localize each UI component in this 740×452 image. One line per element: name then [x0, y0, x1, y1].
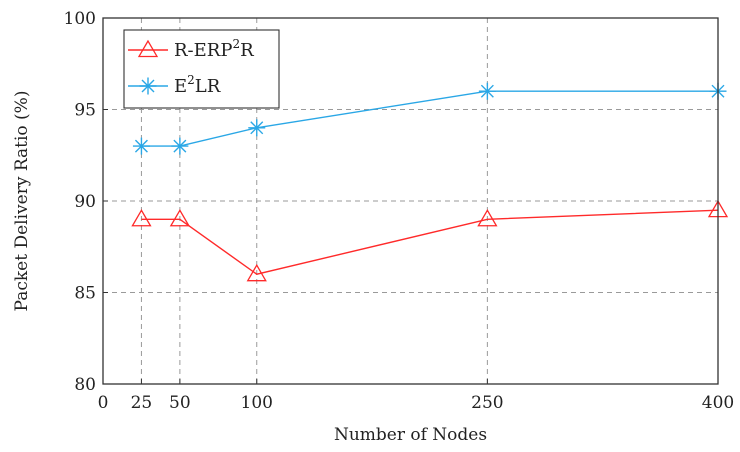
legend-label-base: E — [174, 76, 187, 97]
grid — [103, 18, 718, 384]
x-axis-label: Number of Nodes — [334, 425, 487, 445]
series-layer — [131, 82, 729, 282]
legend-label-base: R-ERP — [174, 40, 232, 61]
data-point-triangle — [477, 209, 498, 227]
series-line — [141, 209, 719, 275]
y-axis-label: Packet Delivery Ratio (%) — [12, 91, 32, 312]
legend-marker-asterisk — [139, 77, 157, 95]
x-tick-label: 250 — [471, 393, 503, 413]
y-tick-label: 90 — [74, 192, 96, 212]
legend-label: E2LR — [174, 73, 221, 97]
series-1 — [131, 199, 729, 282]
legend-marker-triangle — [137, 39, 159, 58]
data-point-triangle — [169, 209, 191, 227]
y-tick-label: 100 — [64, 9, 96, 29]
legend-entry: E2LR — [128, 73, 221, 97]
legend-label-sup: 2 — [232, 37, 240, 51]
x-tick-label: 400 — [702, 393, 734, 413]
y-tick-label: 85 — [74, 284, 96, 304]
data-point-asterisk — [132, 137, 150, 155]
x-tick-labels: 0 25 50 100 250 400 — [98, 379, 734, 413]
data-point-asterisk — [248, 119, 266, 137]
y-tick-labels: 80 85 90 95 100 — [64, 9, 108, 395]
data-point-asterisk — [478, 82, 496, 100]
x-tick-label: 0 — [98, 393, 109, 413]
legend-label-tail: R — [240, 40, 254, 61]
y-tick-label: 95 — [74, 101, 96, 121]
x-tick-label: 100 — [241, 393, 273, 413]
x-tick-label: 25 — [131, 393, 153, 413]
x-tick-label: 50 — [169, 393, 191, 413]
data-point-triangle — [246, 263, 267, 282]
legend-label: R-ERP2R — [174, 37, 254, 61]
data-point-asterisk — [171, 137, 189, 155]
legend-entry: R-ERP2R — [128, 37, 254, 61]
y-tick-label: 80 — [74, 375, 96, 395]
legend-label-sup: 2 — [187, 73, 195, 87]
data-point-triangle — [131, 209, 152, 227]
legend-label-tail: LR — [195, 76, 221, 97]
